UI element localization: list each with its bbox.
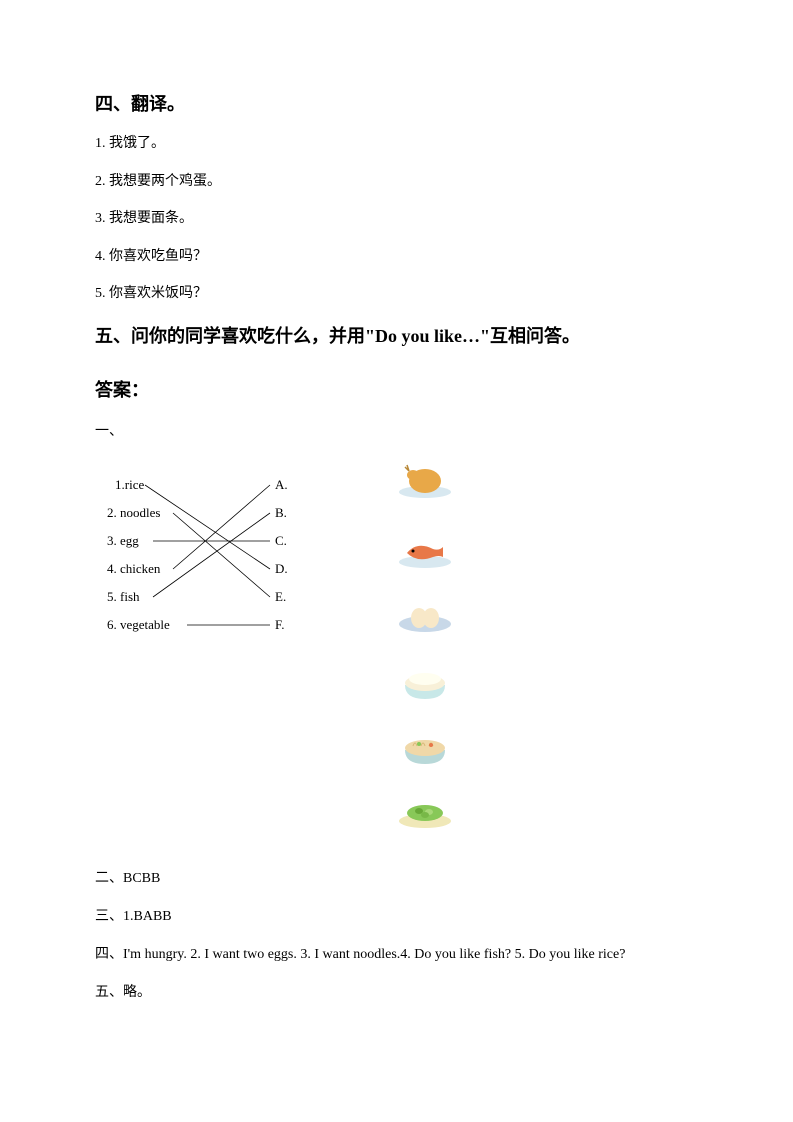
answer-part-1-label: 一、: [95, 422, 698, 442]
section-5-heading: 五、问你的同学喜欢吃什么，并用"Do you like…"互相问答。: [95, 322, 698, 348]
match-right-label: C.: [275, 533, 287, 549]
match-left-label: 3. egg: [107, 533, 139, 549]
answer-part-4: 四、I'm hungry. 2. I want two eggs. 3. I w…: [95, 943, 698, 963]
rice-icon: [395, 657, 455, 697]
match-left-label: 6. vegetable: [107, 617, 170, 633]
section-4: 四、翻译。 1. 我饿了。 2. 我想要两个鸡蛋。 3. 我想要面条。 4. 你…: [95, 90, 698, 304]
q4-3: 3. 我想要面条。: [95, 209, 698, 229]
match-left-label: 4. chicken: [107, 561, 160, 577]
match-right-label: A.: [275, 477, 288, 493]
noodles-icon: [395, 722, 455, 762]
match-right-label: E.: [275, 589, 286, 605]
section-4-heading: 四、翻译。: [95, 90, 698, 116]
answer-part-1: 一、 1.rice 2. noodles 3. egg 4. chicken 5. fi…: [95, 422, 698, 867]
match-left-label: 1.rice: [115, 477, 144, 493]
answer-part-5: 五、略。: [95, 981, 698, 1001]
q4-2: 2. 我想要两个鸡蛋。: [95, 172, 698, 192]
match-left-label: 5. fish: [107, 589, 140, 605]
chicken-icon: [395, 457, 455, 497]
q4-5: 5. 你喜欢米饭吗？: [95, 284, 698, 304]
match-right-label: F.: [275, 617, 284, 633]
q4-4: 4. 你喜欢吃鱼吗？: [95, 247, 698, 267]
egg-icon: [395, 592, 455, 632]
match-left-label: 2. noodles: [107, 505, 160, 521]
match-right-label: B.: [275, 505, 287, 521]
q4-1: 1. 我饿了。: [95, 134, 698, 154]
matching-diagram: 1.rice 2. noodles 3. egg 4. chicken 5. fish 6…: [95, 447, 698, 867]
vegetable-icon: [395, 787, 455, 827]
answer-part-2: 二、BCBB: [95, 867, 698, 887]
answers-heading: 答案：: [95, 376, 698, 402]
answer-part-3: 三、1.BABB: [95, 905, 698, 925]
match-right-label: D.: [275, 561, 288, 577]
fish-icon: [395, 527, 455, 567]
